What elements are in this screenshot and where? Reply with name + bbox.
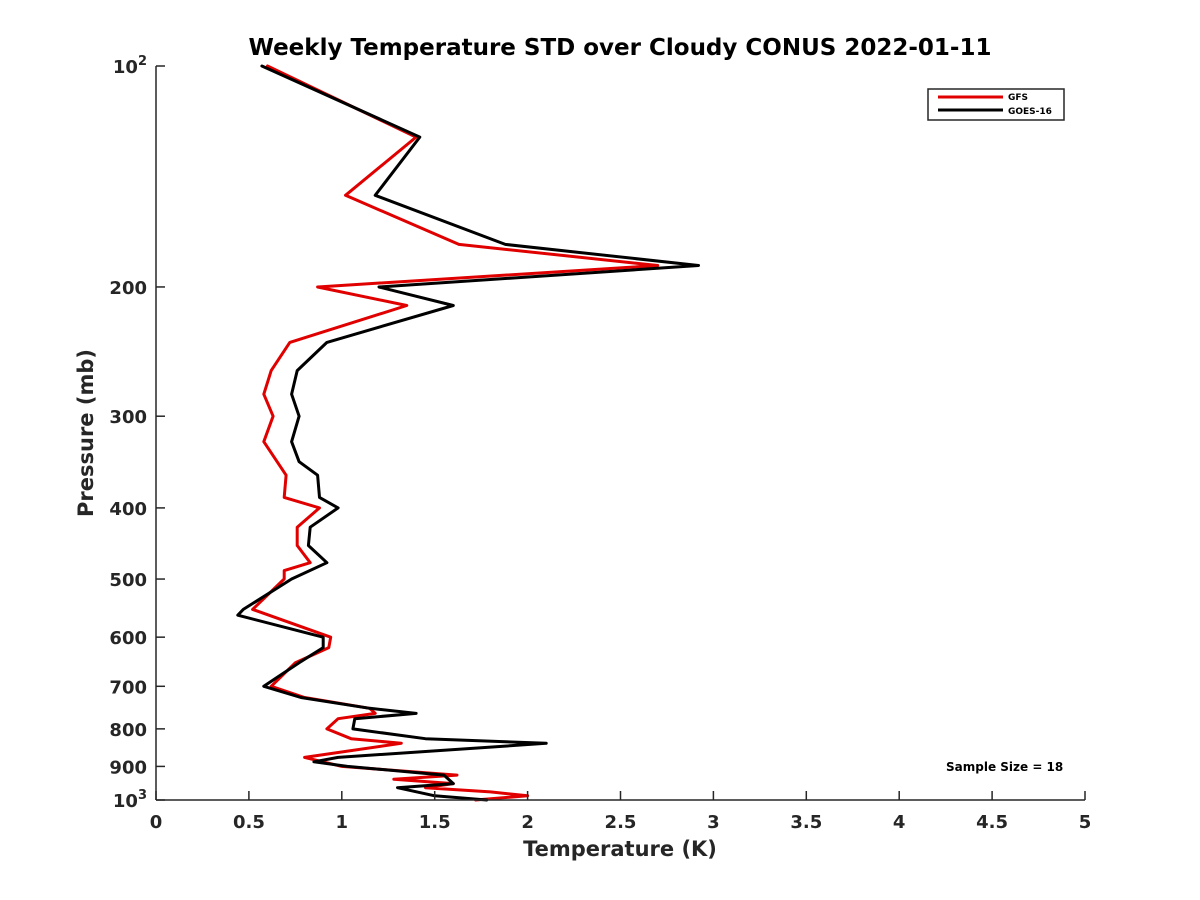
x-tick-label: 1.5 bbox=[419, 812, 451, 833]
legend-label-goes16: GOES-16 bbox=[1008, 107, 1052, 117]
legend-label-gfs: GFS bbox=[1008, 93, 1028, 103]
series-layer bbox=[236, 64, 700, 802]
y-tick-label: 102 bbox=[113, 54, 147, 78]
y-tick-label: 300 bbox=[109, 407, 147, 428]
x-tick-label: 2.5 bbox=[605, 812, 637, 833]
y-ticks: 102 200 300 400 500 600 700 800 900 103 bbox=[109, 54, 165, 812]
x-tick-label: 4.5 bbox=[976, 812, 1008, 833]
x-tick-label: 0.5 bbox=[233, 812, 265, 833]
legend: GFS GOES-16 bbox=[927, 88, 1065, 121]
x-ticks: 0 0.5 1 1.5 2 2.5 3 3.5 4 4.5 5 bbox=[150, 791, 1092, 833]
y-tick-label: 103 bbox=[113, 788, 147, 812]
y-tick-label: 700 bbox=[109, 677, 147, 698]
y-tick-label: 200 bbox=[109, 278, 147, 299]
x-axis-label: Temperature (K) bbox=[523, 837, 717, 861]
x-tick-label: 1 bbox=[336, 812, 349, 833]
x-tick-label: 5 bbox=[1079, 812, 1092, 833]
sample-size-annotation: Sample Size = 18 bbox=[946, 760, 1063, 774]
y-tick-label: 900 bbox=[109, 757, 147, 778]
y-tick-label: 400 bbox=[109, 499, 147, 520]
y-tick-label: 800 bbox=[109, 720, 147, 741]
y-tick-label: 600 bbox=[109, 628, 147, 649]
x-tick-label: 3 bbox=[707, 812, 720, 833]
y-tick-label: 500 bbox=[109, 570, 147, 591]
y-axis-label: Pressure (mb) bbox=[74, 349, 98, 517]
chart-title: Weekly Temperature STD over Cloudy CONUS… bbox=[249, 35, 992, 61]
x-tick-label: 0 bbox=[150, 812, 163, 833]
legend-box bbox=[927, 88, 1065, 121]
x-tick-label: 3.5 bbox=[790, 812, 822, 833]
x-tick-label: 2 bbox=[521, 812, 534, 833]
x-tick-label: 4 bbox=[893, 812, 906, 833]
series-line-goes16 bbox=[236, 64, 700, 802]
